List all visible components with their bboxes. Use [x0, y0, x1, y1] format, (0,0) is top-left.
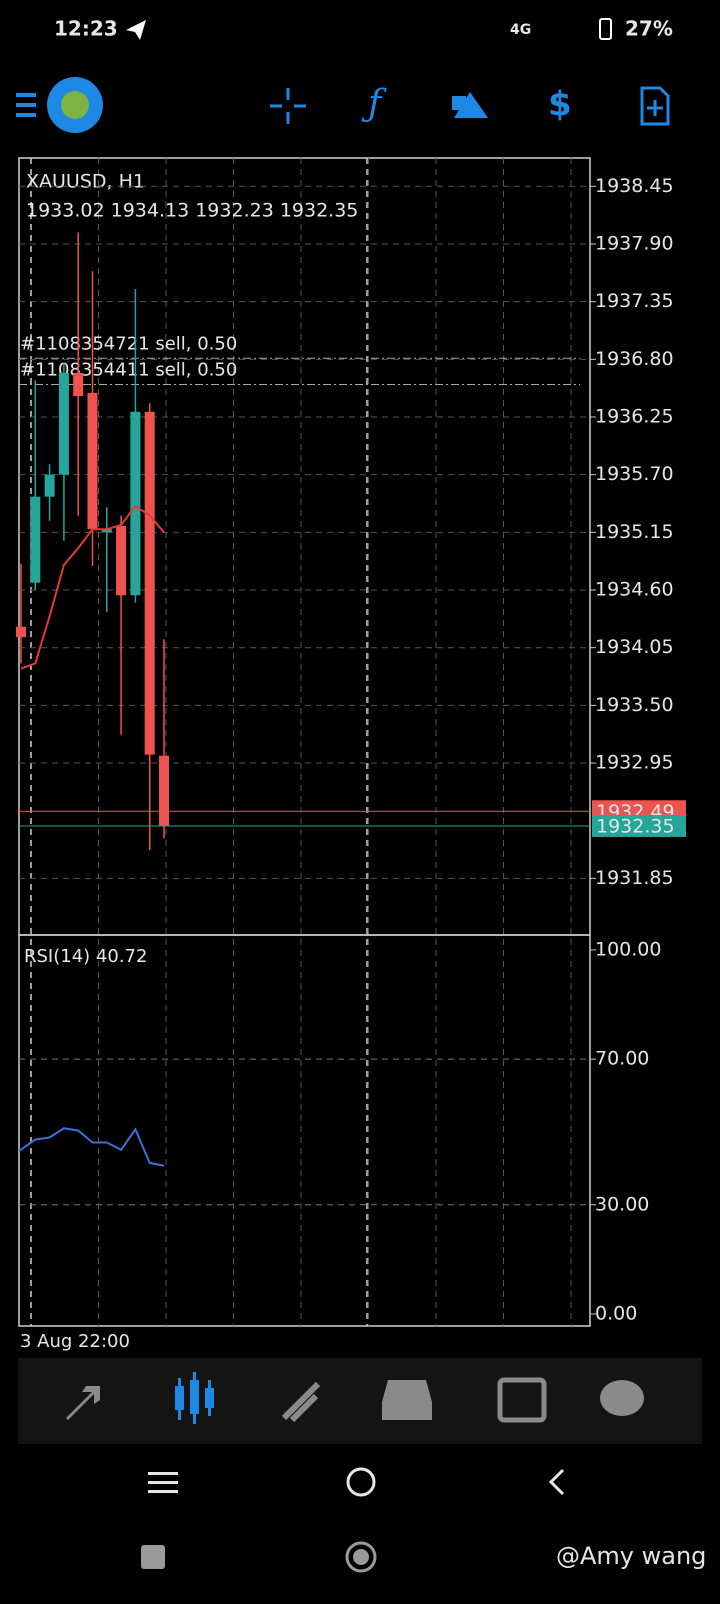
rsi-line [18, 1127, 165, 1167]
menu-icon[interactable] [16, 93, 36, 117]
symbol: XAUUSD, H1 [26, 171, 145, 193]
clock: 12:23 [54, 17, 118, 41]
watermark: @Amy wang [556, 1542, 706, 1570]
bid-tag [592, 814, 686, 837]
objects-icon[interactable] [452, 92, 488, 118]
telegram-icon [126, 20, 146, 40]
trade-icon[interactable]: $ [548, 85, 572, 125]
rsi-frame [18, 934, 591, 1327]
trade-tab[interactable] [281, 1381, 321, 1423]
y-tick-label: 1934.60 [595, 579, 674, 601]
candle-body [144, 411, 155, 755]
app-logo-inner [61, 91, 89, 119]
y-tick-label: 1933.50 [595, 694, 674, 716]
y-tick-label: 1938.45 [595, 175, 674, 197]
nav-home[interactable] [346, 1467, 376, 1497]
candle-body [87, 392, 98, 530]
candle-body [30, 496, 41, 583]
y-tick-label: 1937.90 [595, 232, 674, 254]
chart-tab[interactable] [175, 1372, 214, 1424]
crosshair-icon[interactable] [270, 88, 306, 124]
battery: 27% [625, 17, 673, 41]
candle-body [159, 755, 169, 826]
history-tab[interactable] [382, 1380, 432, 1420]
order-label: #1108354721 sell, 0.50 [20, 333, 237, 354]
news-tab[interactable] [497, 1377, 547, 1423]
candle-body [58, 372, 69, 475]
y-tick-label: 1935.15 [595, 521, 674, 543]
home-button[interactable] [345, 1541, 377, 1573]
vertical-grid [30, 158, 572, 1326]
order-label: #1108354411 sell, 0.50 [20, 359, 237, 380]
y-tick-label: 1936.80 [595, 348, 674, 370]
y-tick-label: 1936.25 [595, 406, 674, 428]
network: 4G [510, 22, 531, 38]
y-tick-label: 1935.70 [595, 463, 674, 485]
ohlc: 1933.02 1934.13 1932.23 1932.35 [26, 200, 358, 222]
new-order-icon[interactable] [640, 86, 670, 126]
new-order-plus [647, 100, 663, 116]
y-tick-label: 1932.95 [595, 752, 674, 774]
home-button-inner [353, 1549, 369, 1565]
y-tick-label: 1931.85 [595, 867, 674, 889]
rsi-tick-label: 70.00 [595, 1048, 649, 1070]
rsi-tick-label: 0.00 [595, 1302, 637, 1324]
y-tick-label: 1937.35 [595, 290, 674, 312]
nav-menu[interactable] [148, 1472, 178, 1493]
moving-average [20, 504, 165, 670]
recent-button[interactable] [141, 1545, 165, 1569]
candle-body [44, 474, 55, 497]
date-label: 3 Aug 22:00 [20, 1331, 130, 1352]
battery-icon [599, 18, 612, 40]
candle-body [130, 411, 141, 596]
candle-body [101, 529, 112, 533]
candle-body [16, 626, 26, 638]
nav-back[interactable] [548, 1468, 565, 1496]
bid-label: 1932.35 [596, 815, 675, 837]
candle-body [116, 526, 127, 596]
rsi-label: RSI(14) 40.72 [24, 946, 147, 967]
y-tick-label: 1934.05 [595, 636, 674, 658]
chat-tab[interactable] [600, 1380, 644, 1416]
quotes-tab[interactable] [66, 1386, 100, 1420]
tab-bar [18, 1358, 702, 1444]
rsi-tick-label: 100.00 [595, 938, 661, 960]
candle-body [73, 372, 84, 397]
rsi-tick-label: 30.00 [595, 1193, 649, 1215]
